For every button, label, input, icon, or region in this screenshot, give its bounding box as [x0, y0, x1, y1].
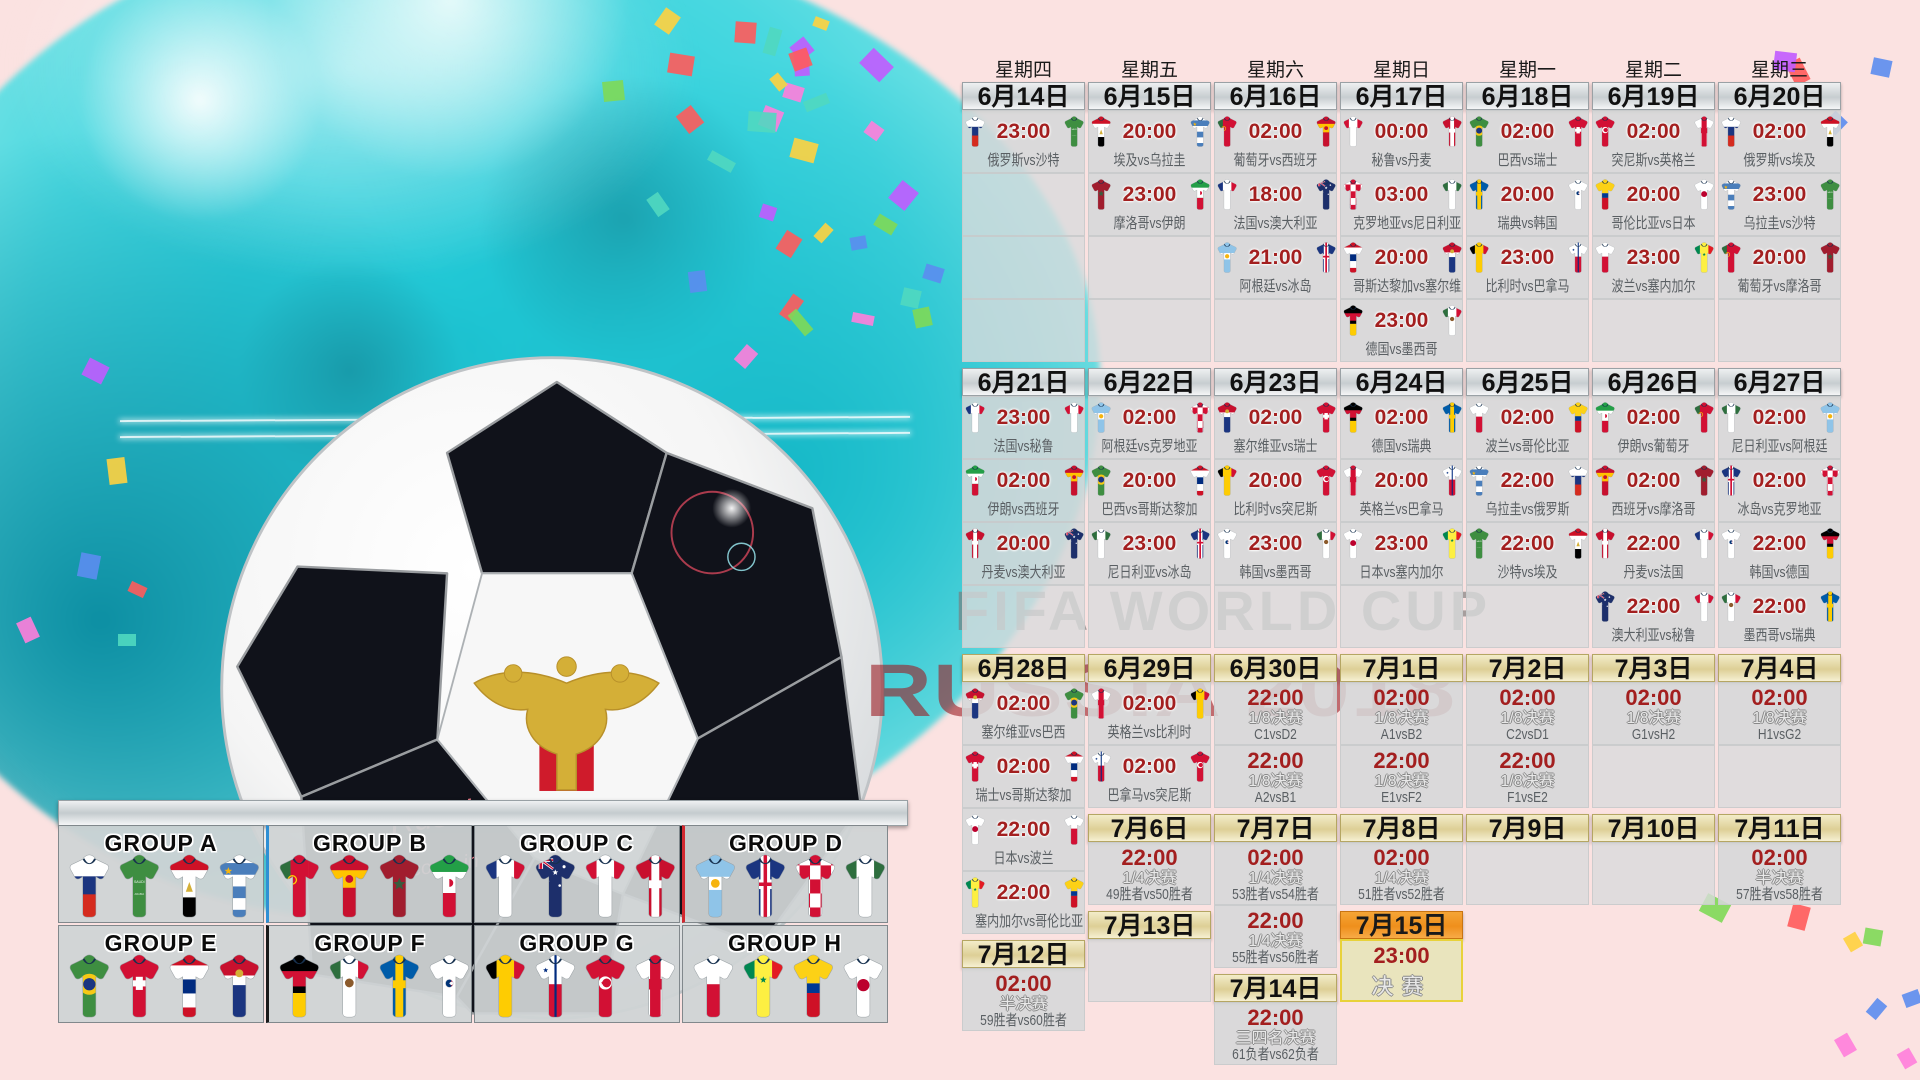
svg-text:SAUDI: SAUDI — [134, 880, 145, 884]
svg-text:ARABIA: ARABIA — [134, 892, 144, 896]
